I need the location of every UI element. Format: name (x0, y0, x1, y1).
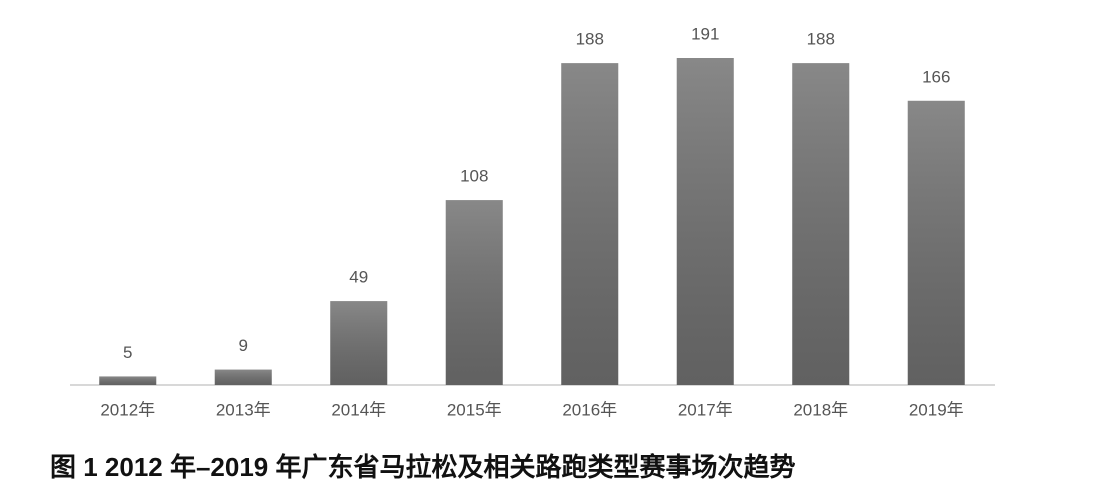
x-tick-label: 2015年 (447, 400, 502, 419)
data-label: 188 (576, 30, 604, 49)
x-tick-label: 2019年 (909, 400, 964, 419)
x-tick-label: 2016年 (562, 400, 617, 419)
data-label: 108 (460, 167, 488, 186)
data-label: 5 (123, 343, 132, 362)
bar-shade (330, 301, 388, 385)
x-tick-label: 2017年 (678, 400, 733, 419)
data-label: 166 (922, 67, 950, 86)
bar-shade (99, 376, 157, 385)
bar-shade (907, 100, 965, 385)
data-label: 9 (239, 336, 248, 355)
data-label: 188 (807, 30, 835, 49)
data-label: 191 (691, 24, 719, 43)
x-tick-label: 2014年 (331, 400, 386, 419)
bar-shade (445, 200, 503, 385)
chart-title: 图 1 2012 年–2019 年广东省马拉松及相关路跑类型赛事场次趋势 (50, 452, 796, 482)
bar-shade (214, 369, 272, 385)
x-tick-label: 2013年 (216, 400, 271, 419)
bar-shade (676, 58, 734, 385)
data-label: 49 (349, 268, 368, 287)
bar-shade (792, 63, 850, 385)
x-tick-label: 2018年 (793, 400, 848, 419)
bar-shade (561, 63, 619, 385)
x-tick-label: 2012年 (100, 400, 155, 419)
